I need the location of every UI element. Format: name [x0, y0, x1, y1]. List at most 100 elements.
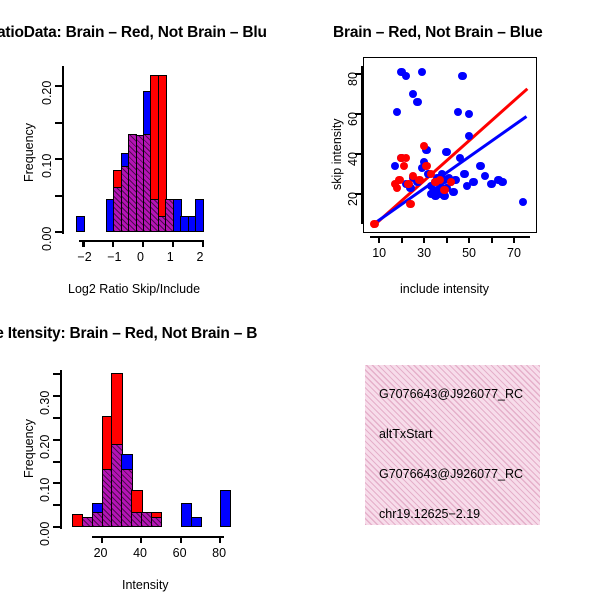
- scatter-point: [370, 219, 380, 229]
- scatter-point: [435, 175, 445, 185]
- intensity-histogram-ylabel: Frequency: [22, 418, 36, 478]
- intensity-histogram-ytick-label: 0.20: [38, 434, 52, 459]
- scatter-point: [518, 197, 528, 207]
- scatter-point: [406, 199, 415, 209]
- scatter-xlabel: include intensity: [400, 282, 489, 296]
- scatter-ytick-label: 80: [346, 72, 360, 86]
- intensity-histogram-yaxis: [60, 370, 62, 529]
- ratio-histogram-xtick: [141, 240, 145, 247]
- info-line: chr19.12625−2.19: [379, 507, 481, 521]
- ratio-histogram-xtick-label: −2: [77, 250, 92, 264]
- scatter-point: [469, 177, 478, 187]
- scatter-xtick: [378, 236, 381, 243]
- scatter-point: [399, 161, 409, 171]
- intensity-histogram-ytick: [53, 526, 61, 528]
- intensity-histogram-bar: [180, 503, 192, 527]
- info-line: G7076643@J926077_RC: [379, 467, 524, 481]
- scatter-ytick: [355, 73, 363, 76]
- scatter-point: [422, 161, 431, 171]
- scatter-xtick-label: 30: [417, 246, 432, 260]
- ratio-histogram-xaxis: [78, 240, 205, 243]
- intensity-histogram-xtick-label: 60: [172, 546, 187, 560]
- scatter-point: [417, 163, 427, 173]
- scatter-point: [417, 67, 427, 77]
- scatter-xtick-minor: [445, 236, 448, 243]
- intensity-histogram-xtick: [179, 536, 182, 543]
- ratio-histogram-xtick: [112, 240, 115, 247]
- scatter-point: [498, 177, 508, 187]
- intensity-histogram-xlabel: Intensity: [122, 578, 169, 592]
- scatter-yaxis: [361, 66, 364, 224]
- ratio-histogram-ytick-label: 0.20: [40, 80, 54, 106]
- scatter-ytick: [355, 153, 363, 156]
- info-line: G7076643@J926077_RC: [379, 387, 524, 401]
- intensity-histogram-ytick: [53, 438, 61, 441]
- ratio-histogram-ytick-minor: [55, 121, 63, 124]
- ratio-histogram-xtick-label: −1: [107, 250, 122, 264]
- scatter-point: [440, 191, 449, 201]
- scatter-point: [413, 97, 422, 107]
- scatter-point: [408, 89, 418, 99]
- scatter-xtick-label: 50: [462, 246, 476, 260]
- scatter-xtick: [423, 236, 426, 243]
- scatter-point: [442, 147, 451, 157]
- intensity-histogram-xtick-label: 80: [212, 546, 227, 560]
- scatter-point: [415, 175, 424, 185]
- ratio-histogram-ytick-label: 0.10: [40, 153, 54, 179]
- ratio-histogram-xtick: [82, 240, 85, 247]
- ratio-histogram-ytick: [55, 158, 63, 161]
- scatter-point: [460, 169, 469, 179]
- intensity-histogram-ytick: [53, 395, 61, 398]
- ratio-histogram-ytick: [55, 231, 63, 233]
- scatter-ytick-label: 20: [346, 192, 360, 206]
- ratio-histogram-xtick: [201, 240, 204, 247]
- scatter-point: [404, 179, 413, 189]
- info-line: altTxStart: [379, 427, 433, 441]
- intensity-histogram-xtick: [140, 536, 143, 543]
- info-panel: G7076643@J926077_RC altTxStart G7076643@J9…: [365, 365, 540, 525]
- scatter-xtick: [468, 236, 471, 243]
- ratio-histogram-title: RatioData: Brain – Red, Not Brain – Blu: [0, 24, 267, 41]
- scatter-point: [406, 183, 415, 193]
- scatter-point: [480, 171, 490, 181]
- intensity-histogram-ytick-label: 0.30: [38, 390, 52, 416]
- scatter-ylabel: skip intensity: [330, 118, 344, 190]
- scatter-point: [431, 177, 440, 187]
- intensity-histogram-xtick: [219, 536, 222, 543]
- intensity-histogram-bar: [220, 489, 232, 527]
- scatter-point: [455, 153, 465, 163]
- ratio-histogram-xtick: [171, 240, 174, 247]
- scatter-ytick-label: 60: [346, 112, 360, 126]
- scatter-ytick: [355, 113, 363, 116]
- ratio-histogram-ytick-minor: [55, 194, 63, 197]
- scatter-point: [426, 169, 436, 179]
- intensity-histogram-ytick-label: 0.00: [38, 521, 52, 546]
- scatter-ytick-label: 40: [346, 152, 360, 166]
- scatter-point: [462, 181, 472, 191]
- ratio-histogram-xlabel: Log2 Ratio Skip/Include: [68, 282, 201, 296]
- scatter-point: [451, 175, 460, 185]
- scatter-xtick-label: 10: [372, 246, 387, 260]
- ratio-histogram-yaxis: [62, 66, 64, 234]
- scatter-point: [449, 187, 458, 197]
- scatter-xtick-minor: [400, 236, 403, 243]
- scatter-point: [392, 183, 402, 193]
- scatter-point: [446, 177, 456, 187]
- ratio-histogram-bar: [172, 199, 182, 232]
- scatter-point: [390, 161, 400, 171]
- scatter-plot-area: [363, 57, 537, 233]
- scatter-xtick: [513, 236, 516, 243]
- intensity-histogram-ytick: [53, 482, 61, 485]
- ratio-histogram-ylabel: Frequency: [22, 122, 36, 182]
- intensity-histogram-ytick-minor: [53, 373, 61, 376]
- scatter-point: [476, 161, 485, 171]
- scatter-point: [440, 185, 449, 195]
- scatter-xaxis: [370, 236, 530, 239]
- intensity-histogram-xtick: [100, 536, 103, 543]
- scatter-ytick: [355, 193, 363, 196]
- scatter-point: [397, 67, 406, 77]
- ratio-histogram-bar: [195, 199, 204, 232]
- scatter-point: [458, 71, 467, 81]
- ratio-histogram-ytick-label: 0.00: [40, 226, 54, 251]
